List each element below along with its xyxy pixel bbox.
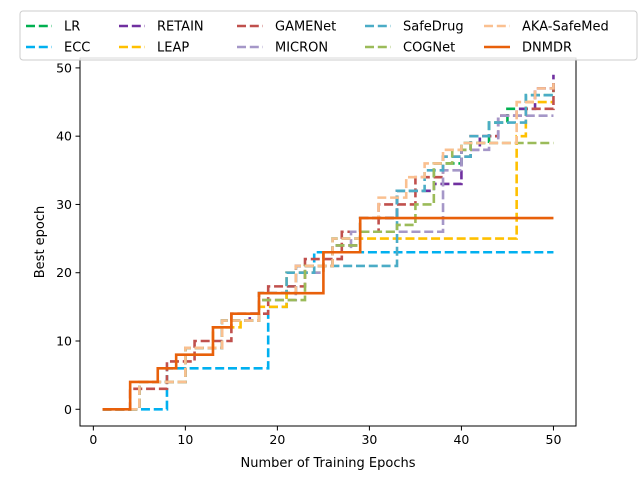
legend-label-retain: RETAIN <box>157 20 204 35</box>
series-line-dnmdr <box>102 216 554 411</box>
legend-frame <box>19 10 638 61</box>
legend-label-ecc: ECC <box>64 41 90 56</box>
y-tick-label: 50 <box>56 60 72 75</box>
y-tick-label: 20 <box>56 265 72 280</box>
legend-label-dnmdr: DNMDR <box>522 41 572 56</box>
x-tick-label: 20 <box>269 432 285 447</box>
x-tick-label: 40 <box>453 432 469 447</box>
y-tick-label: 0 <box>64 402 72 417</box>
x-tick-label: 0 <box>89 432 97 447</box>
y-tick-label: 30 <box>56 197 72 212</box>
series-line-gamenet <box>102 81 555 411</box>
series-line-leap <box>102 100 554 411</box>
series-line-ecc <box>102 250 554 411</box>
legend-label-lr: LR <box>64 20 80 35</box>
x-tick-label: 30 <box>361 432 377 447</box>
x-tick-label: 10 <box>177 432 193 447</box>
legend-label-leap: LEAP <box>157 41 189 56</box>
legend-label-gamenet: GAMENet <box>275 20 336 35</box>
series-line-retain <box>102 74 555 411</box>
legend-label-cognet: COGNet <box>403 41 455 56</box>
plot-area <box>79 57 577 427</box>
legend-label-aka-safemed: AKA-SafeMed <box>522 20 609 35</box>
legend: LR ECC RETAIN LEAP GAMENet MICRON SafeDrug COGN… <box>19 10 638 61</box>
legend-label-safedrug: SafeDrug <box>403 20 464 35</box>
series-line-aka-safemed <box>102 81 555 411</box>
legend-label-micron: MICRON <box>275 41 328 56</box>
y-tick-label: 40 <box>56 129 72 144</box>
y-axis-label: Best epoch <box>33 206 48 279</box>
series-line-lr <box>102 81 555 411</box>
series-lines <box>102 74 555 411</box>
series-line-micron <box>102 114 554 411</box>
axis-ticks: 0 10 20 30 40 50 0 10 20 30 40 50 <box>56 60 561 447</box>
x-axis-label: Number of Training Epochs <box>240 456 415 471</box>
x-tick-label: 50 <box>546 432 562 447</box>
y-tick-label: 10 <box>56 333 72 348</box>
